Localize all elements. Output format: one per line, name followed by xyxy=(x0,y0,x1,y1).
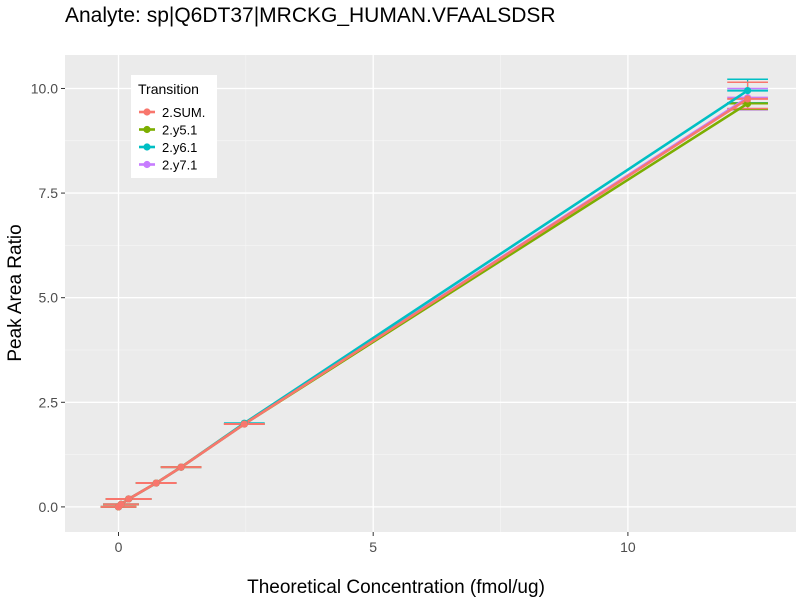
x-axis: 0 5 10 xyxy=(115,532,636,555)
legend-label: 2.y7.1 xyxy=(162,158,197,173)
legend-label: 2.y6.1 xyxy=(162,140,197,155)
data-point xyxy=(177,463,185,471)
x-tick-label: 0 xyxy=(115,539,123,555)
legend-items: 2.SUM. 2.y5.1 2.y6.1 2.y7.1 xyxy=(139,105,205,173)
grid-lines xyxy=(65,55,796,532)
legend-key-point xyxy=(143,125,151,134)
x-tick-label: 10 xyxy=(620,539,636,555)
y-axis: 0.0 2.5 5.0 7.5 10.0 xyxy=(31,80,65,515)
data-points xyxy=(114,86,752,511)
legend-label: 2.SUM. xyxy=(162,105,205,120)
y-tick-label: 5.0 xyxy=(39,290,59,306)
y-axis-title: Peak Area Ratio xyxy=(5,224,26,361)
data-point xyxy=(744,95,752,103)
x-tick-label: 5 xyxy=(369,539,377,555)
legend-title: Transition xyxy=(138,81,199,97)
y-tick-label: 10.0 xyxy=(31,80,58,96)
legend: Transition 2.SUM. 2.y5.1 2.y6.1 2.y7.1 xyxy=(131,75,217,178)
data-point xyxy=(152,479,160,487)
legend-key-point xyxy=(143,143,151,151)
legend-label: 2.y5.1 xyxy=(162,123,197,138)
chart-title: Analyte: sp|Q6DT37|MRCKG_HUMAN.VFAALSDSR xyxy=(65,4,556,27)
x-axis-title: Theoretical Concentration (fmol/ug) xyxy=(247,577,545,598)
data-point xyxy=(240,420,248,428)
y-tick-label: 7.5 xyxy=(39,185,59,201)
legend-key-point xyxy=(143,108,151,116)
data-point xyxy=(125,495,133,503)
data-point xyxy=(744,86,752,95)
y-tick-label: 2.5 xyxy=(39,394,59,410)
legend-key-point xyxy=(143,160,151,169)
data-point xyxy=(117,500,125,508)
y-tick-label: 0.0 xyxy=(39,499,59,515)
